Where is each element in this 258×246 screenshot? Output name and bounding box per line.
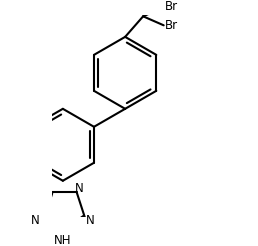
Text: N: N (31, 214, 40, 227)
Text: Br: Br (165, 19, 178, 32)
Text: N: N (75, 182, 84, 195)
Text: Br: Br (165, 0, 178, 13)
Text: N: N (86, 214, 94, 227)
Text: NH: NH (54, 234, 71, 246)
